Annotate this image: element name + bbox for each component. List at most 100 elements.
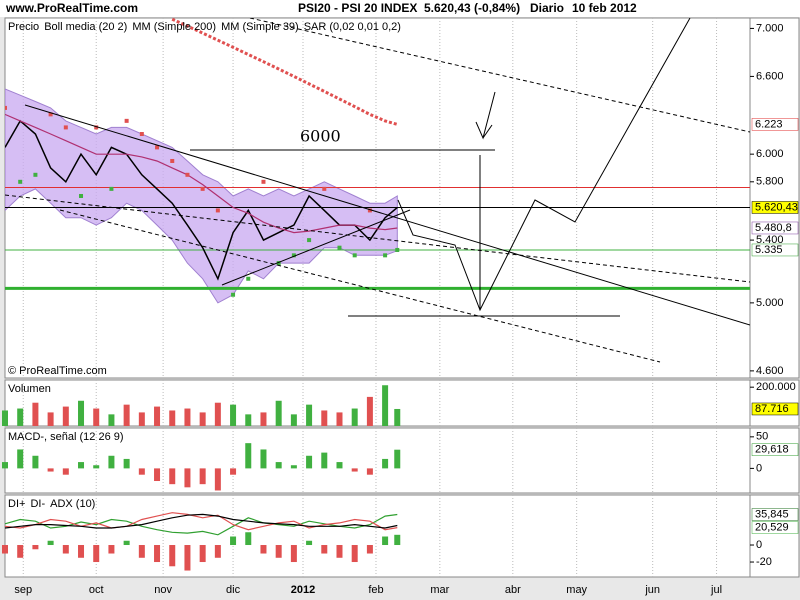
bar <box>169 468 176 485</box>
series-line <box>4 512 398 531</box>
x-tick-label: dic <box>226 584 241 596</box>
bar <box>260 412 267 426</box>
price-tag <box>751 443 799 456</box>
bar <box>32 402 39 426</box>
panel <box>4 379 751 427</box>
header-bar <box>0 0 800 17</box>
x-tick-label: nov <box>154 584 172 596</box>
y-tick-label: 5.400 <box>756 234 784 246</box>
site: www.ProRealTime.com <box>5 1 138 15</box>
sar-dot <box>291 253 296 258</box>
bar <box>366 396 373 426</box>
trend-line <box>221 209 411 286</box>
bar <box>123 540 130 546</box>
bar <box>169 545 176 567</box>
bar <box>230 404 237 426</box>
bar <box>17 449 24 469</box>
bar <box>138 545 145 558</box>
price: 5.620,43 (-0,84%) <box>424 1 520 15</box>
panels: 7.000 6.600 6.000 5.800 5.400 5.000 4.600 6.223… <box>2 17 800 596</box>
panel-group: 7.000 6.600 6.000 5.800 5.400 5.000 4.600 6.223… <box>4 17 800 379</box>
y-tick-label: 200.000 <box>756 381 796 393</box>
price-tag-label: 5.620,43 <box>755 201 798 213</box>
bar <box>184 468 191 488</box>
bar <box>394 449 401 469</box>
sar-dot <box>367 208 372 213</box>
price-tag <box>751 521 799 534</box>
bar <box>17 408 24 426</box>
bar <box>290 545 297 563</box>
sar-dot <box>185 172 190 177</box>
price-tag-label: 5.480,8 <box>755 222 792 234</box>
legend-item: MM (Simple 200) <box>132 21 216 33</box>
axis-area <box>749 17 800 379</box>
bar <box>47 412 54 426</box>
price-tag <box>751 201 799 214</box>
symbol: PSI20 - PSI 20 INDEX <box>298 1 417 15</box>
bar <box>93 545 100 563</box>
period: Diario <box>530 1 564 15</box>
bar <box>2 462 8 469</box>
sar-dot <box>337 245 342 250</box>
sar-dot <box>18 179 23 184</box>
bar <box>199 545 206 563</box>
price-tag <box>751 402 799 416</box>
legend-item: MM (Simple 39) <box>221 21 299 33</box>
projection <box>397 18 691 312</box>
y-tick-label: 0 <box>756 462 762 474</box>
series-line <box>171 18 398 126</box>
bar <box>321 545 328 554</box>
legend-item: DI- <box>30 498 45 510</box>
legend-item: Boll media (20 2) <box>44 21 127 33</box>
bar <box>214 545 221 558</box>
arrow-head <box>482 124 493 139</box>
bar <box>394 534 401 546</box>
y-tick-label: 50 <box>756 431 768 443</box>
price-tag-label: 29,618 <box>755 444 789 456</box>
x-tick-label: feb <box>368 584 383 596</box>
trend-line <box>59 209 661 363</box>
bar <box>199 468 206 485</box>
bar <box>62 545 69 554</box>
bar <box>275 545 282 558</box>
legend-item: MACD-, señal (12 26 9) <box>8 431 124 443</box>
bar <box>138 412 145 426</box>
sar-dot <box>352 253 357 258</box>
bar <box>32 545 39 550</box>
price-tag-label: 20,529 <box>755 521 789 533</box>
y-tick-label: 5.000 <box>756 297 784 309</box>
x-tick-label: 2012 <box>291 584 315 596</box>
bar <box>260 545 267 554</box>
bar <box>275 462 282 469</box>
bar <box>47 540 54 546</box>
sar-dot <box>383 253 388 258</box>
bar <box>336 412 343 426</box>
sar-dot <box>200 186 205 191</box>
price-tag <box>751 221 799 235</box>
plot <box>2 380 718 426</box>
footnote: © ProRealTime.com <box>8 365 107 377</box>
price-tag-label: 5.335 <box>755 244 783 256</box>
panel-group: 50 0 29,618 MACD-, señal (12 26 9) <box>2 427 800 494</box>
bar <box>230 536 237 546</box>
bar <box>351 408 358 426</box>
bar <box>306 540 313 546</box>
plot <box>5 18 750 378</box>
x-tick-label: jun <box>644 584 660 596</box>
sar-dot <box>322 186 327 191</box>
legend-item: ADX (10) <box>50 498 95 510</box>
bar <box>230 468 237 475</box>
bar <box>366 468 373 475</box>
bar <box>382 385 389 426</box>
bar <box>93 465 100 469</box>
legend-item: Precio <box>8 21 39 33</box>
x-tick-label: sep <box>14 584 32 596</box>
y-tick-label: 7.000 <box>756 22 784 34</box>
bar <box>62 406 69 426</box>
bar <box>382 458 389 469</box>
bar <box>351 468 358 472</box>
y-tick-label: 6.000 <box>756 148 784 160</box>
annotation: 6000 <box>300 127 341 146</box>
legend-item: DI+ <box>8 498 25 510</box>
